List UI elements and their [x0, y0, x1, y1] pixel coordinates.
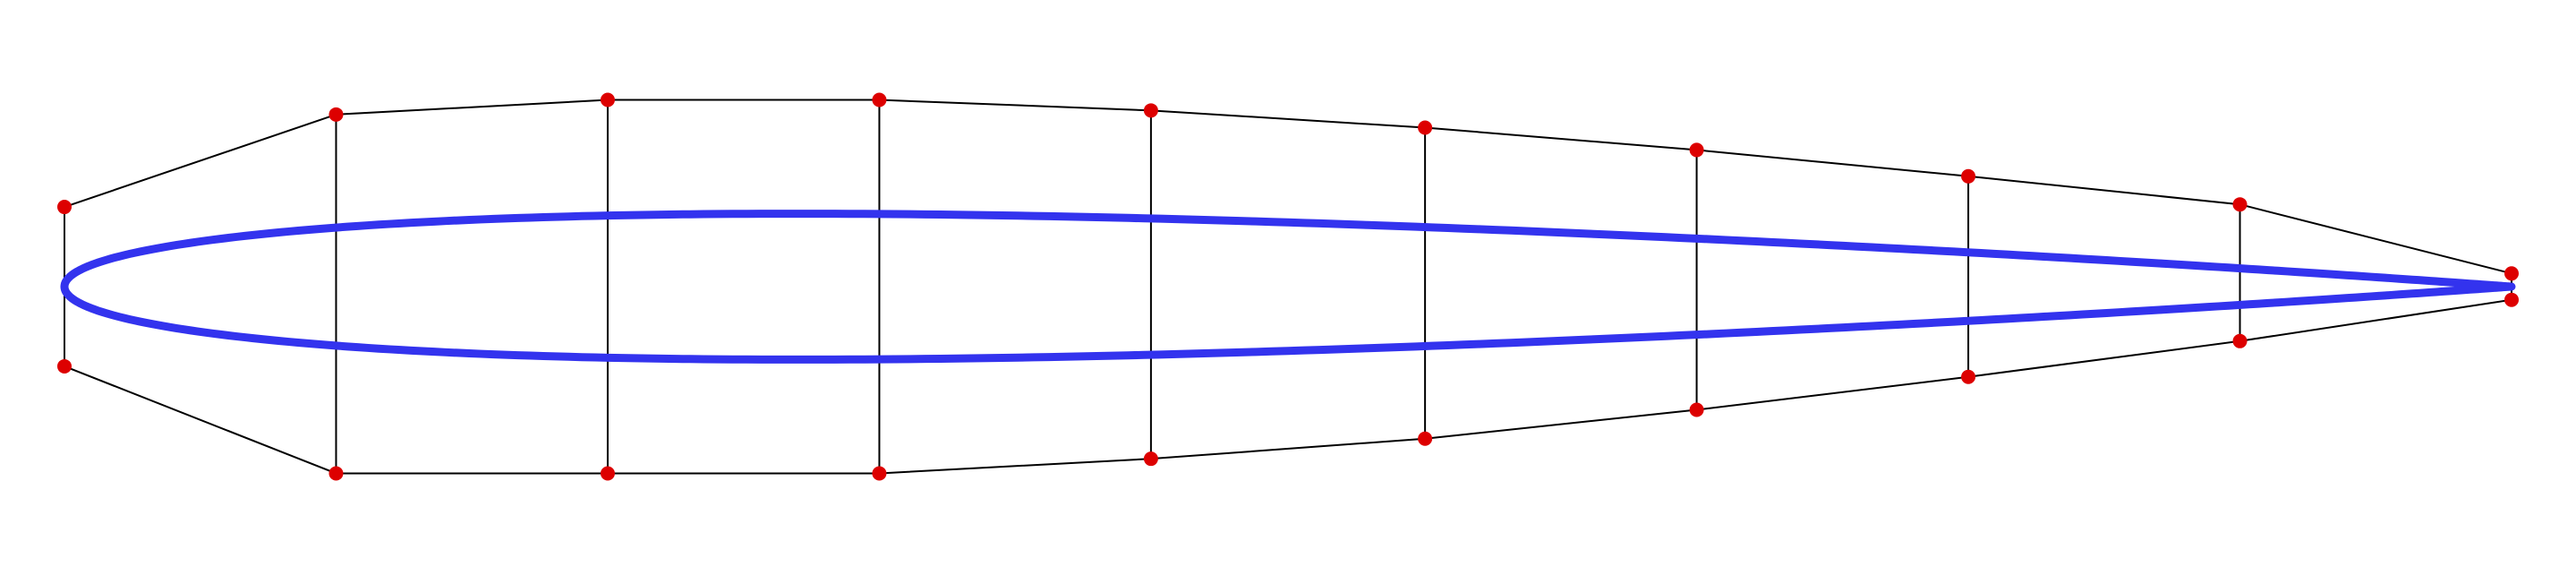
upper-control-point: [1418, 120, 1433, 135]
upper-control-point: [2232, 197, 2248, 212]
lower-control-point: [1418, 431, 1433, 446]
lower-control-point: [57, 358, 72, 374]
lower-control-point: [1961, 369, 1976, 384]
upper-frame-line: [64, 99, 2512, 275]
lower-control-point: [1143, 451, 1158, 467]
lower-control-point: [2232, 333, 2248, 348]
lower-control-point: [872, 466, 887, 481]
upper-control-point: [1689, 142, 1704, 158]
upper-control-point: [2504, 266, 2519, 281]
lower-frame-line: [64, 298, 2512, 475]
airfoil-outline: [60, 210, 2516, 364]
upper-control-point: [1143, 103, 1158, 118]
lower-control-point: [600, 466, 615, 481]
upper-control-point: [1961, 168, 1976, 184]
upper-control-point: [872, 92, 887, 107]
airfoil-layer: [60, 210, 2516, 364]
control-points: [57, 92, 2519, 481]
upper-control-point: [600, 92, 615, 107]
control-frame: [64, 99, 2512, 475]
upper-control-point: [57, 200, 72, 215]
lower-control-point: [328, 466, 344, 481]
upper-control-point: [328, 107, 344, 122]
lower-control-point: [1689, 402, 1704, 417]
lower-control-point: [2504, 292, 2519, 307]
